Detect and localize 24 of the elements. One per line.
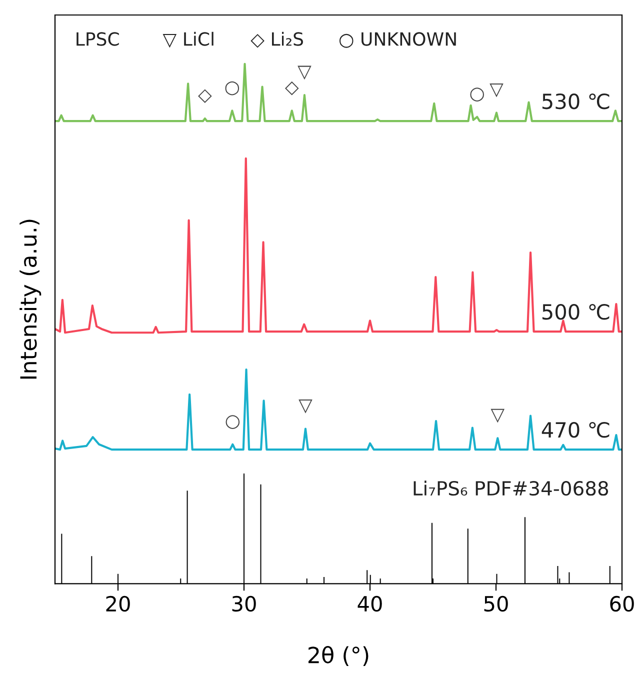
series-label: 500 ℃ <box>542 304 610 320</box>
text: ▽ LiCl <box>162 32 214 48</box>
annotation: ▽ <box>490 83 504 98</box>
annotation: ▽ <box>298 400 312 414</box>
series-label: 470 ℃ <box>542 422 610 438</box>
text: LPSC <box>76 32 119 46</box>
annotation: ◇ <box>284 81 299 96</box>
y-axis-title: Intensity (a.u.) <box>20 220 42 379</box>
annotation: ○ <box>226 415 240 430</box>
x-tick-label: 50 <box>484 596 508 612</box>
text: ○ UNKNOWN <box>339 32 456 48</box>
annotation: ○ <box>470 88 484 102</box>
annotation: ○ <box>225 81 240 96</box>
series-label: 530 ℃ <box>542 93 610 110</box>
x-tick-label: 20 <box>106 596 130 612</box>
annotation: ◇ <box>198 89 212 104</box>
series-label: Li₇PS₆ PDF#34-0688 <box>414 480 608 496</box>
annotation: ▽ <box>490 408 505 423</box>
x-tick-label: 40 <box>358 596 382 612</box>
text: ◇ Li₂S <box>250 32 304 48</box>
x-tick-label: 30 <box>232 596 256 612</box>
x-tick-label: 60 <box>610 596 634 612</box>
x-axis-title: 2θ (°) <box>308 646 368 666</box>
annotation: ▽ <box>298 66 312 80</box>
